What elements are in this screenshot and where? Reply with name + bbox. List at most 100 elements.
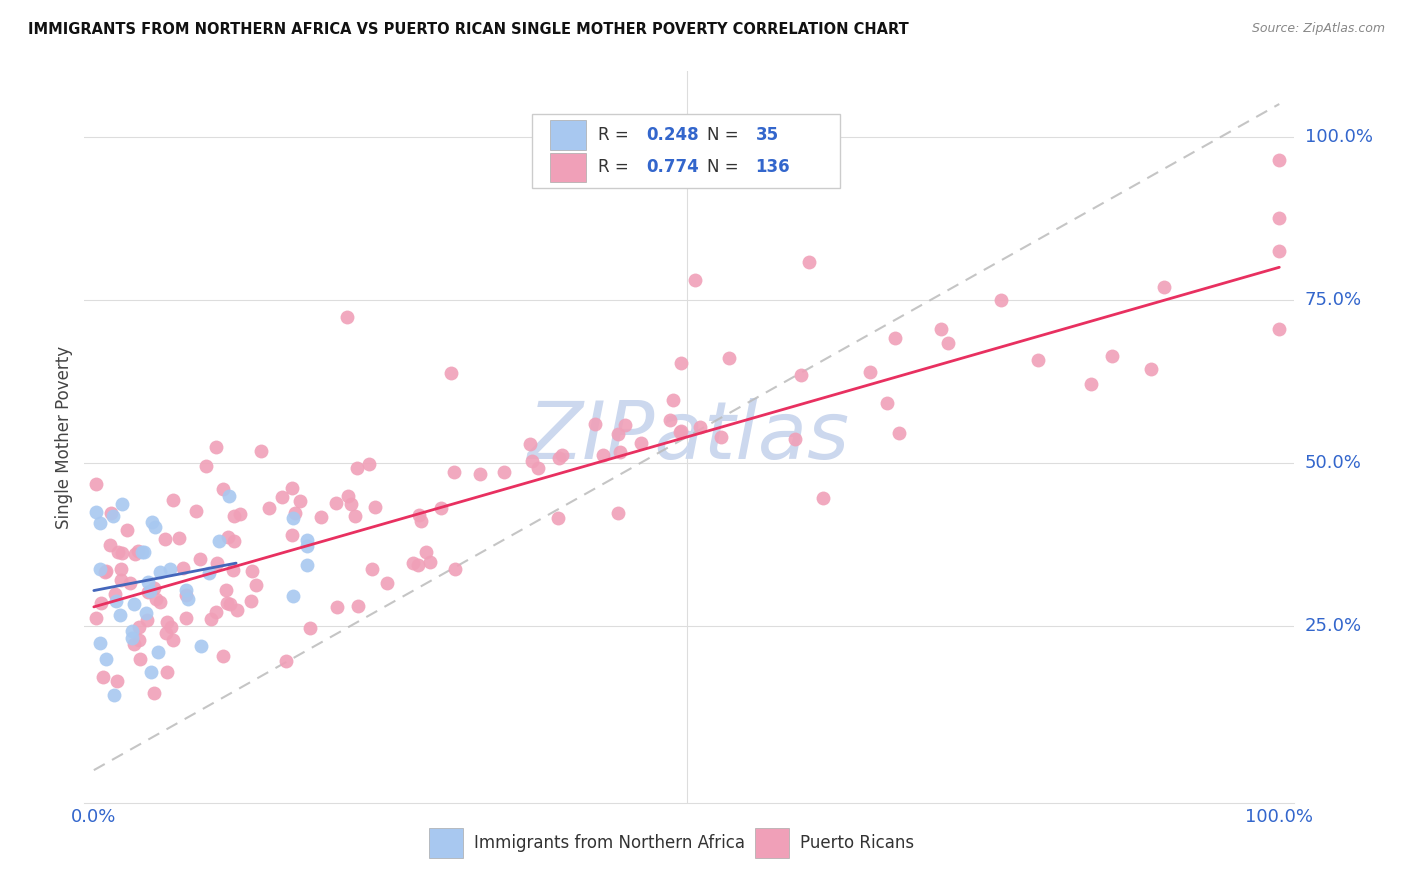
- Point: [281, 511, 304, 525]
- Point: [212, 648, 235, 663]
- Point: [101, 508, 124, 523]
- Point: [492, 465, 515, 479]
- Point: [205, 556, 228, 570]
- Point: [208, 533, 231, 548]
- Point: [430, 501, 453, 516]
- Point: [172, 560, 194, 574]
- Point: [136, 585, 159, 599]
- Point: [859, 365, 882, 379]
- Point: [155, 626, 177, 640]
- Point: [174, 611, 197, 625]
- Point: [155, 533, 177, 547]
- Point: [551, 448, 574, 462]
- Point: [607, 506, 630, 520]
- Point: [415, 545, 437, 559]
- Point: [347, 599, 370, 613]
- Point: [104, 594, 127, 608]
- Point: [107, 544, 129, 558]
- Point: [359, 457, 381, 471]
- Point: [104, 587, 127, 601]
- Point: [240, 564, 263, 578]
- Point: [215, 583, 238, 598]
- Point: [669, 424, 692, 438]
- Point: [527, 460, 550, 475]
- Point: [1268, 322, 1291, 336]
- Text: 100.0%: 100.0%: [1305, 128, 1372, 145]
- Point: [94, 652, 117, 666]
- Point: [346, 461, 368, 475]
- Point: [145, 591, 167, 606]
- Point: [215, 596, 238, 610]
- FancyBboxPatch shape: [531, 114, 841, 188]
- Point: [548, 451, 571, 466]
- Point: [797, 255, 820, 269]
- Point: [174, 588, 197, 602]
- Point: [108, 607, 131, 622]
- Point: [128, 632, 150, 647]
- Point: [683, 273, 706, 287]
- Point: [143, 686, 166, 700]
- Point: [111, 546, 134, 560]
- Point: [283, 590, 305, 604]
- Point: [1268, 244, 1291, 259]
- Point: [361, 562, 384, 576]
- Point: [718, 351, 741, 366]
- Text: 25.0%: 25.0%: [1305, 617, 1362, 635]
- FancyBboxPatch shape: [755, 829, 789, 858]
- Point: [710, 430, 733, 444]
- Text: N =: N =: [707, 158, 744, 177]
- Text: 136: 136: [755, 158, 790, 177]
- Point: [149, 595, 172, 609]
- Point: [364, 500, 387, 514]
- Point: [139, 583, 162, 598]
- Point: [221, 563, 243, 577]
- Point: [136, 613, 159, 627]
- Point: [326, 600, 349, 615]
- Point: [131, 545, 153, 559]
- Point: [115, 523, 138, 537]
- Point: [443, 465, 465, 479]
- Point: [204, 605, 226, 619]
- Point: [402, 556, 425, 570]
- Point: [212, 482, 235, 496]
- Point: [136, 575, 159, 590]
- Point: [936, 335, 959, 350]
- Point: [887, 425, 910, 440]
- Text: 35: 35: [755, 126, 779, 144]
- Point: [297, 533, 319, 548]
- Point: [200, 612, 222, 626]
- FancyBboxPatch shape: [429, 829, 463, 858]
- Point: [239, 593, 262, 607]
- Text: Source: ZipAtlas.com: Source: ZipAtlas.com: [1251, 22, 1385, 36]
- Point: [519, 437, 541, 451]
- Point: [89, 516, 111, 530]
- Point: [167, 531, 190, 545]
- Point: [160, 620, 183, 634]
- Point: [184, 504, 207, 518]
- Point: [343, 508, 366, 523]
- Point: [155, 615, 177, 630]
- Point: [86, 476, 108, 491]
- Point: [689, 420, 711, 434]
- Point: [110, 574, 132, 588]
- Point: [409, 514, 432, 528]
- Point: [408, 508, 430, 522]
- Point: [1268, 211, 1291, 226]
- Point: [105, 673, 128, 688]
- Text: Immigrants from Northern Africa: Immigrants from Northern Africa: [474, 834, 745, 852]
- Point: [141, 665, 163, 679]
- Point: [813, 491, 835, 506]
- Point: [284, 507, 307, 521]
- Point: [339, 497, 361, 511]
- Point: [592, 448, 614, 462]
- Point: [406, 558, 429, 572]
- Point: [609, 445, 631, 459]
- Point: [229, 508, 252, 522]
- Point: [288, 494, 311, 508]
- Point: [120, 575, 142, 590]
- Point: [783, 432, 806, 446]
- Point: [929, 322, 952, 336]
- Text: 50.0%: 50.0%: [1305, 454, 1361, 472]
- Point: [1140, 362, 1163, 376]
- Point: [129, 652, 152, 666]
